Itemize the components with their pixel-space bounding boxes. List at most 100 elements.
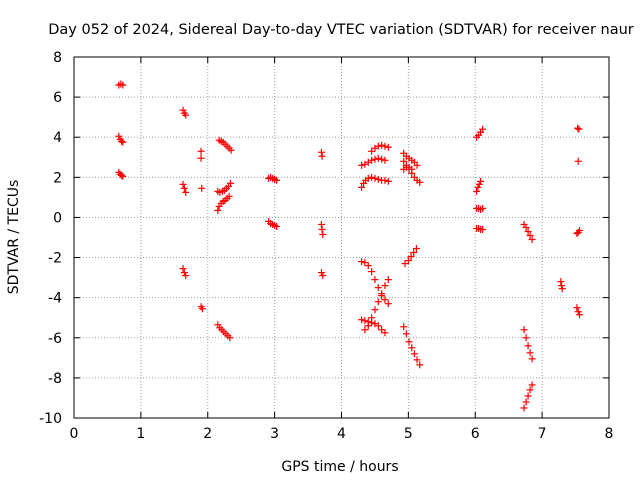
data-point [361, 259, 369, 267]
data-point [378, 155, 386, 163]
data-point [371, 306, 379, 314]
x-tick-label: 3 [270, 426, 279, 442]
data-point [378, 290, 386, 298]
x-tick-label: 1 [136, 426, 145, 442]
data-point [197, 154, 205, 162]
data-point [384, 276, 392, 284]
data-point [358, 183, 366, 191]
data-point [374, 284, 382, 292]
y-tick-label: 4 [53, 130, 62, 146]
data-point [520, 326, 528, 334]
x-axis-label: GPS time / hours [281, 459, 398, 475]
data-point [405, 338, 413, 346]
data-point [381, 329, 389, 337]
data-point [182, 188, 190, 196]
data-point [368, 147, 376, 155]
data-point [474, 183, 482, 191]
data-point [473, 187, 481, 195]
data-point [558, 285, 566, 293]
data-point [400, 323, 408, 331]
data-point [364, 174, 372, 182]
data-point [477, 177, 485, 185]
data-point [528, 355, 536, 363]
data-point [318, 225, 326, 233]
data-point [371, 174, 379, 182]
data-point [522, 398, 530, 406]
data-point [119, 138, 127, 146]
data-point [182, 111, 190, 119]
data-point [374, 322, 382, 330]
data-point [576, 226, 584, 234]
data-point [381, 142, 389, 150]
data-point [384, 177, 392, 185]
data-point [364, 262, 372, 270]
y-tick-label: -6 [48, 331, 62, 347]
data-point [410, 249, 418, 257]
data-point [528, 381, 536, 389]
data-point [381, 296, 389, 304]
data-point [381, 282, 389, 290]
data-point [520, 404, 528, 412]
data-point [374, 298, 382, 306]
data-point [198, 305, 206, 313]
chart-title: Day 052 of 2024, Sidereal Day-to-day VTE… [48, 22, 634, 38]
y-tick-label: -4 [48, 291, 62, 307]
data-point [408, 165, 416, 173]
data-point [402, 330, 410, 338]
data-point [522, 334, 530, 342]
data-point [416, 361, 424, 369]
data-point [179, 106, 187, 114]
plot-frame [73, 56, 610, 419]
data-point [479, 225, 487, 233]
data-points [115, 80, 584, 412]
data-point [198, 184, 206, 192]
data-point [368, 268, 376, 276]
data-point [410, 350, 418, 358]
data-point [401, 260, 409, 268]
data-point [225, 192, 233, 200]
y-tick-label: 2 [53, 170, 62, 186]
data-point [319, 230, 327, 238]
data-point [227, 146, 235, 154]
data-point [273, 222, 281, 230]
data-point [119, 81, 127, 89]
y-tick-label: 8 [53, 50, 62, 66]
y-tick-label: 0 [53, 210, 62, 226]
data-point [273, 176, 281, 184]
data-point [318, 152, 326, 160]
data-point [416, 178, 424, 186]
data-point [524, 342, 532, 350]
data-point [117, 137, 125, 145]
data-point [117, 171, 125, 179]
data-point [558, 282, 566, 290]
data-point [358, 316, 366, 324]
data-point [180, 269, 188, 277]
data-point [319, 272, 327, 280]
data-point [226, 179, 234, 187]
data-point [358, 161, 366, 169]
data-point [119, 172, 127, 180]
data-point [384, 143, 392, 151]
y-tick-label: -2 [48, 251, 62, 267]
data-point [374, 175, 382, 183]
data-point [526, 386, 534, 394]
data-point [413, 161, 421, 169]
x-tick-label: 4 [337, 426, 346, 442]
data-point [358, 258, 366, 266]
data-point [374, 142, 382, 150]
data-point [407, 253, 415, 261]
data-point [408, 344, 416, 352]
data-point [115, 132, 123, 140]
data-point [384, 300, 392, 308]
data-point [479, 204, 487, 212]
data-point [557, 278, 565, 286]
data-point [526, 349, 534, 357]
data-point [371, 276, 379, 284]
data-point [574, 124, 582, 132]
data-point [179, 265, 187, 273]
data-point [381, 176, 389, 184]
data-point [317, 220, 325, 228]
axis-ticks: 0 1 2 3 4 5 6 7 8 -10 -8 -6 -4 -2 0 2 4 6 8 [39, 50, 613, 442]
data-point [381, 156, 389, 164]
